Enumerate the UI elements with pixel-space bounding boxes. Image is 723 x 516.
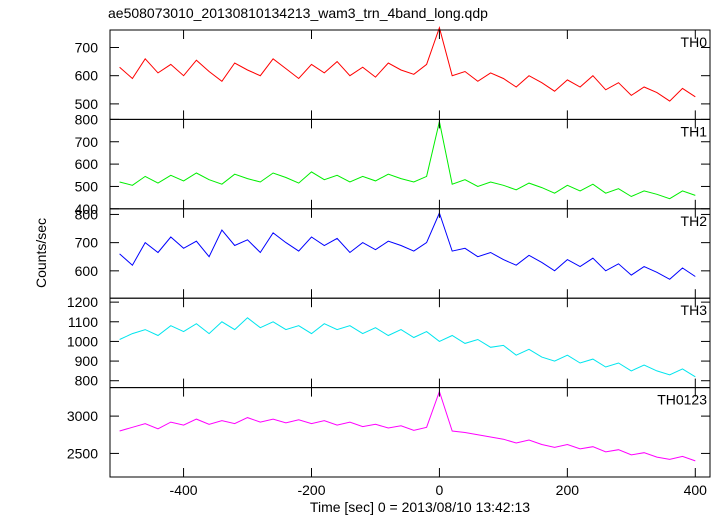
panel-label: TH0123	[657, 392, 707, 408]
y-tick-label: 900	[75, 353, 99, 369]
panel-label: TH1	[681, 123, 708, 139]
x-tick-label: -200	[297, 482, 325, 498]
panel-frame	[109, 387, 711, 478]
series-line	[119, 317, 696, 378]
y-tick-label: 800	[75, 111, 99, 127]
y-tick-label: 1100	[68, 314, 98, 330]
chart-title: ae508073010_20130810134213_wam3_trn_4ban…	[108, 5, 488, 21]
x-tick-label: 0	[436, 482, 444, 498]
y-tick-label: 3000	[67, 408, 98, 424]
y-tick-label: 1200	[67, 294, 98, 310]
panel-frame	[109, 118, 711, 210]
series-line	[119, 211, 696, 280]
y-tick-label: 800	[75, 206, 99, 222]
y-tick-label: 1000	[67, 333, 98, 349]
y-tick-label: 700	[75, 134, 99, 150]
x-axis-label: Time [sec] 0 = 2013/08/10 13:42:13	[310, 499, 530, 515]
series-line	[119, 389, 696, 462]
x-tick-label: -400	[170, 482, 198, 498]
panel-label: TH0	[681, 34, 708, 50]
y-tick-label: 500	[75, 96, 99, 112]
x-tick-label: 400	[684, 482, 708, 498]
series-line	[119, 25, 696, 102]
y-axis-label: Counts/sec	[33, 218, 49, 288]
y-tick-label: 2500	[67, 445, 98, 461]
y-tick-label: 600	[75, 68, 99, 84]
panel-label: TH3	[681, 302, 708, 318]
x-tick-label: 200	[556, 482, 580, 498]
y-tick-label: 800	[75, 373, 99, 389]
y-tick-label: 600	[75, 156, 99, 172]
y-tick-label: 600	[75, 263, 99, 279]
series-line	[119, 121, 696, 200]
panel-label: TH2	[681, 213, 708, 229]
panel-frame	[109, 29, 711, 120]
y-tick-label: 700	[75, 235, 99, 251]
y-tick-label: 400	[75, 201, 99, 217]
y-tick-label: 500	[75, 178, 99, 194]
y-tick-label: 700	[75, 39, 99, 55]
panel-frame	[109, 208, 711, 299]
panel-frame	[109, 297, 711, 389]
